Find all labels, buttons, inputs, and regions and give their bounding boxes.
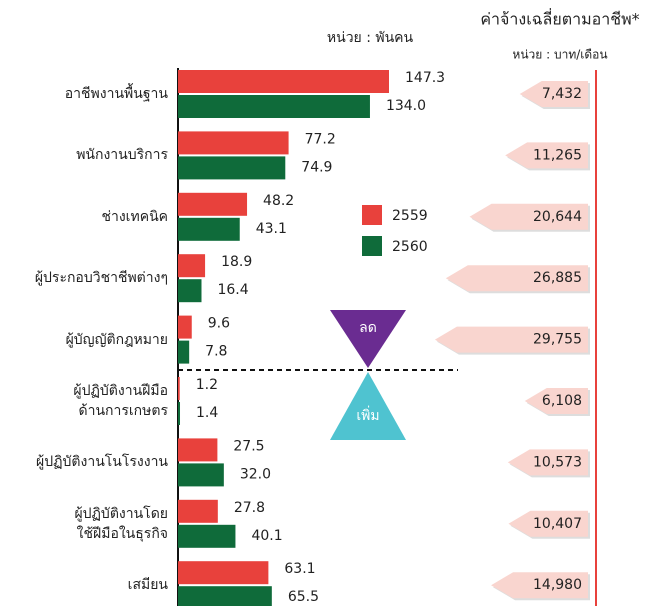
value-label: 134.0: [386, 98, 426, 114]
bar: [178, 192, 248, 216]
value-label: 18.9: [221, 254, 252, 270]
value-label: 16.4: [217, 282, 248, 298]
bar: [178, 340, 190, 364]
bar: [178, 315, 192, 339]
wage-label: 10,407: [533, 516, 582, 532]
annotation: ลด: [359, 320, 377, 336]
wage-label: 26,885: [533, 270, 582, 286]
category-label: ผู้บัญญัติกฎหมาย: [65, 331, 168, 348]
category-label: ผู้ปฏิบัติงานฝีมือ ด้านการเกษตร: [73, 383, 168, 419]
category-label: ผู้ประกอบวิชาชีพต่างๆ: [34, 270, 168, 287]
value-label: 1.4: [196, 405, 218, 421]
wage-title: ค่าจ้างเฉลี่ยตามอาชีพ*: [480, 8, 639, 29]
bar: [178, 402, 181, 425]
value-label: 147.3: [405, 70, 445, 86]
value-label: 1.2: [196, 377, 218, 393]
wage-arrow: [505, 142, 588, 169]
category-label: ช่างเทคนิค: [101, 208, 168, 225]
wage-arrow: [469, 203, 588, 230]
bar: [178, 279, 202, 303]
value-label: 43.1: [256, 221, 287, 237]
wage-unit: หน่วย : บาท/เดือน: [512, 48, 607, 62]
value-label: 65.5: [288, 589, 319, 605]
legend-swatch: [362, 236, 382, 256]
wage-arrow: [519, 81, 588, 107]
legend-label: 2560: [392, 239, 428, 255]
decrease-triangle: [330, 310, 406, 368]
bar: [178, 524, 236, 548]
wage-arrow: [507, 449, 588, 476]
wage-label: 10,573: [533, 454, 582, 470]
value-label: 27.5: [233, 438, 264, 454]
wage-arrow: [508, 510, 588, 537]
wage-arrow: [434, 326, 588, 353]
bar: [178, 131, 289, 155]
wage-label: 29,755: [533, 332, 582, 348]
category-label: พนักงานบริการ: [76, 147, 168, 164]
annotation: เพิ่ม: [356, 406, 379, 424]
value-label: 77.2: [305, 131, 336, 147]
bar: [178, 438, 218, 462]
value-label: 74.9: [301, 159, 332, 175]
wage-label: 20,644: [533, 209, 582, 225]
value-label: 27.8: [234, 500, 265, 516]
bar: [178, 95, 370, 118]
bar: [178, 561, 269, 585]
wage-arrow: [491, 572, 588, 599]
wage-label: 7,432: [542, 86, 582, 102]
bar: [178, 586, 272, 606]
bar: [178, 70, 389, 93]
bar: [178, 463, 224, 487]
category-label: อาชีพงานพื้นฐาน: [64, 86, 168, 102]
value-label: 7.8: [205, 344, 227, 360]
value-label: 48.2: [263, 193, 294, 209]
value-label: 9.6: [208, 316, 230, 332]
legend-label: 2559: [392, 208, 428, 224]
legend-swatch: [362, 205, 382, 225]
value-label: 63.1: [284, 561, 315, 577]
increase-triangle: [330, 372, 406, 440]
category-label: ผู้ปฏิบัติงานโดย ใช้ฝีมือในธุรกิจ: [74, 505, 168, 542]
value-label: 40.1: [251, 528, 282, 544]
category-label: ผู้ปฏิบัติงานโนโรงงาน: [36, 454, 168, 471]
unit-label: หน่วย : พันคน: [327, 30, 414, 46]
bar: [178, 156, 286, 180]
category-label: เสมียน: [127, 577, 168, 594]
bar: [178, 254, 206, 278]
wage-label: 14,980: [533, 577, 582, 593]
bar: [178, 499, 218, 523]
wage-label: 6,108: [542, 393, 582, 409]
value-label: 32.0: [240, 466, 271, 482]
wage-arrow: [524, 388, 588, 414]
bar: [178, 377, 180, 400]
bar: [178, 217, 240, 241]
wage-label: 11,265: [533, 147, 582, 163]
wage-arrow: [445, 265, 588, 292]
